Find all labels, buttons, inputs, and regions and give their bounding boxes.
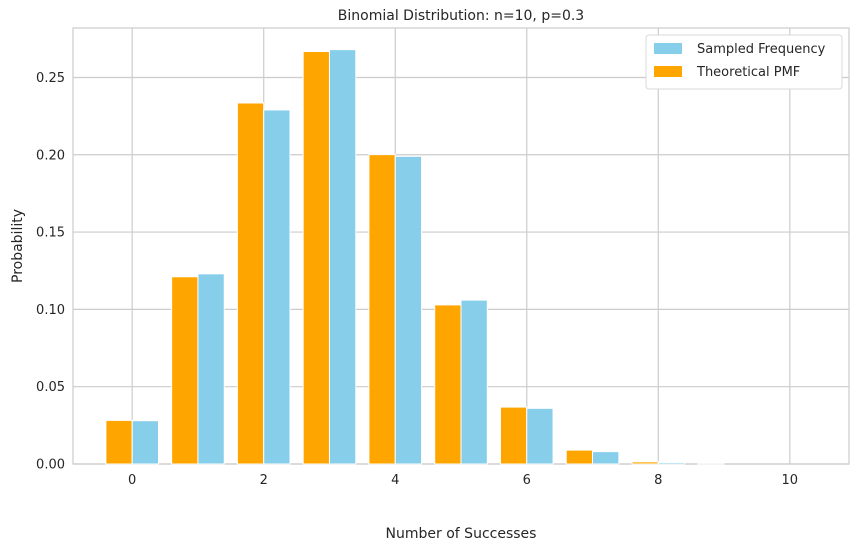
sampled-frequency-bar [328,49,357,465]
sampled-frequency-bars [131,49,686,465]
theoretical-pmf-bar [565,449,594,465]
y-tick-label: 0.10 [36,303,65,318]
theoretical-pmf-bar [302,51,330,465]
x-tick-label: 8 [654,473,662,488]
legend-swatch-theoretical-pmf [654,66,682,77]
x-tick-label: 10 [782,473,799,488]
legend-swatch-sampled-frequency [654,43,682,54]
sampled-frequency-bar [197,273,225,465]
sampled-frequency-bar [263,109,291,465]
x-tick-label: 2 [260,473,268,488]
x-axis-label: Number of Successes [386,526,537,542]
sampled-frequency-bar [657,461,686,465]
sampled-frequency-bar [592,451,620,465]
y-axis-label: Probability [10,209,26,283]
theoretical-pmf-bar [499,406,528,465]
theoretical-pmf-bar [105,419,133,465]
legend-label-sampled-frequency: Sampled Frequency [697,42,826,57]
sampled-frequency-bar [526,407,554,465]
y-tick-label: 0.15 [36,226,65,241]
x-tick-label: 6 [523,473,531,488]
legend: Sampled Frequency Theoretical PMF [645,34,843,90]
theoretical-pmf-bar [236,102,265,465]
y-axis-ticks: 0.00 0.05 0.10 0.15 0.20 0.25 [36,71,65,473]
theoretical-pmf-bar [631,461,659,465]
y-tick-label: 0.25 [36,71,65,86]
chart-title: Binomial Distribution: n=10, p=0.3 [338,8,584,24]
y-tick-label: 0.20 [36,148,65,163]
theoretical-pmf-bar [434,304,462,465]
x-axis-ticks: 0 2 4 6 8 10 [128,473,798,488]
y-tick-label: 0.05 [36,380,65,395]
sampled-frequency-bar [394,155,423,465]
legend-box [645,34,843,90]
sampled-frequency-bar [460,299,488,465]
legend-label-theoretical-pmf: Theoretical PMF [696,65,800,80]
x-tick-label: 4 [391,473,399,488]
theoretical-pmf-bars [105,51,725,465]
sampled-frequency-bar [131,420,159,465]
y-tick-label: 0.00 [36,458,65,473]
theoretical-pmf-bar [368,154,396,465]
theoretical-pmf-bar [171,276,199,465]
x-tick-label: 0 [128,473,136,488]
